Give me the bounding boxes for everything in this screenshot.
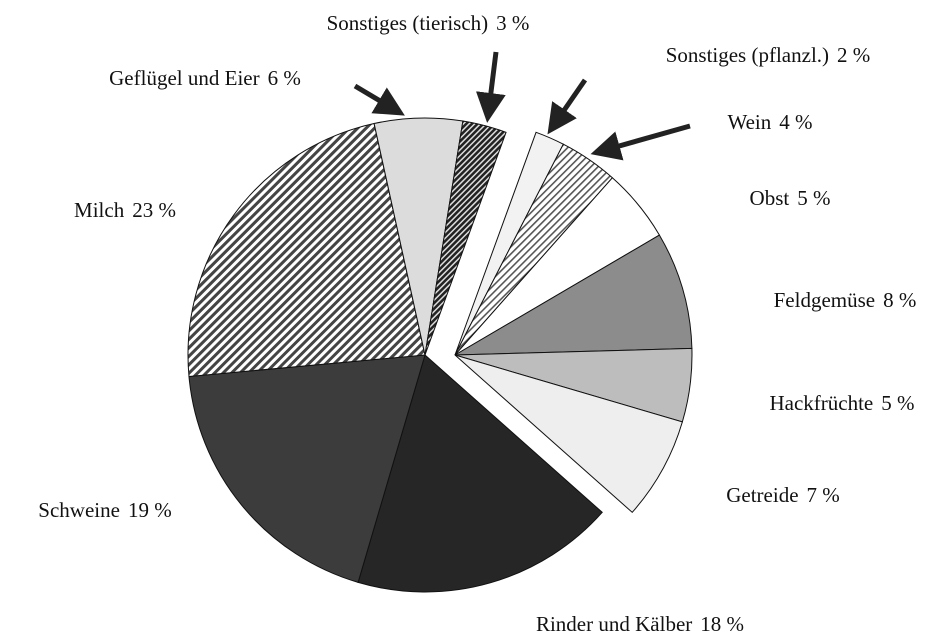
category-label: Rinder und Kälber — [536, 612, 692, 636]
pie-slice — [188, 354, 426, 583]
arrows — [353, 51, 691, 161]
arrow — [475, 51, 506, 123]
value-label: 4 % — [779, 110, 812, 134]
slice-label: Milch 23 % — [74, 198, 176, 222]
slice-label: Rinder und Kälber 18 % — [536, 612, 744, 636]
value-label: 5 % — [881, 391, 914, 415]
category-label: Schweine — [38, 498, 120, 522]
pie-slice — [187, 122, 426, 378]
pie-slice — [454, 354, 683, 514]
slice-label: Getreide 7 % — [726, 483, 840, 507]
category-label: Sonstiges (pflanzl.) — [666, 43, 829, 67]
category-label: Hackfrüchte — [769, 391, 873, 415]
arrow — [353, 83, 405, 116]
value-label: 18 % — [700, 612, 744, 636]
value-label: 23 % — [132, 198, 176, 222]
category-label: Milch — [74, 198, 125, 222]
slice-label: Sonstiges (tierisch) 3 % — [327, 11, 530, 35]
slice-label: Sonstiges (pflanzl.) 2 % — [666, 43, 871, 67]
pie-slice — [424, 120, 507, 356]
slice-label: Schweine 19 % — [38, 498, 171, 522]
value-label: 5 % — [797, 186, 830, 210]
category-label: Getreide — [726, 483, 798, 507]
slice-label: Wein 4 % — [727, 110, 812, 134]
slice-label: Feldgemüse 8 % — [774, 288, 917, 312]
value-label: 2 % — [837, 43, 870, 67]
category-label: Sonstiges (tierisch) — [327, 11, 489, 35]
category-label: Obst — [750, 186, 790, 210]
value-label: 3 % — [496, 11, 529, 35]
arrow — [547, 78, 588, 135]
value-label: 19 % — [128, 498, 172, 522]
arrow — [590, 123, 691, 161]
category-label: Geflügel und Eier — [109, 66, 259, 90]
pie-slice — [454, 234, 693, 356]
category-label: Wein — [727, 110, 771, 134]
value-label: 8 % — [883, 288, 916, 312]
slice-label: Hackfrüchte 5 % — [769, 391, 914, 415]
pie-slice — [357, 354, 603, 593]
slice-label: Geflügel und Eier 6 % — [109, 66, 301, 90]
value-label: 6 % — [268, 66, 301, 90]
slice-label: Obst 5 % — [750, 186, 831, 210]
value-label: 7 % — [807, 483, 840, 507]
category-label: Feldgemüse — [774, 288, 875, 312]
